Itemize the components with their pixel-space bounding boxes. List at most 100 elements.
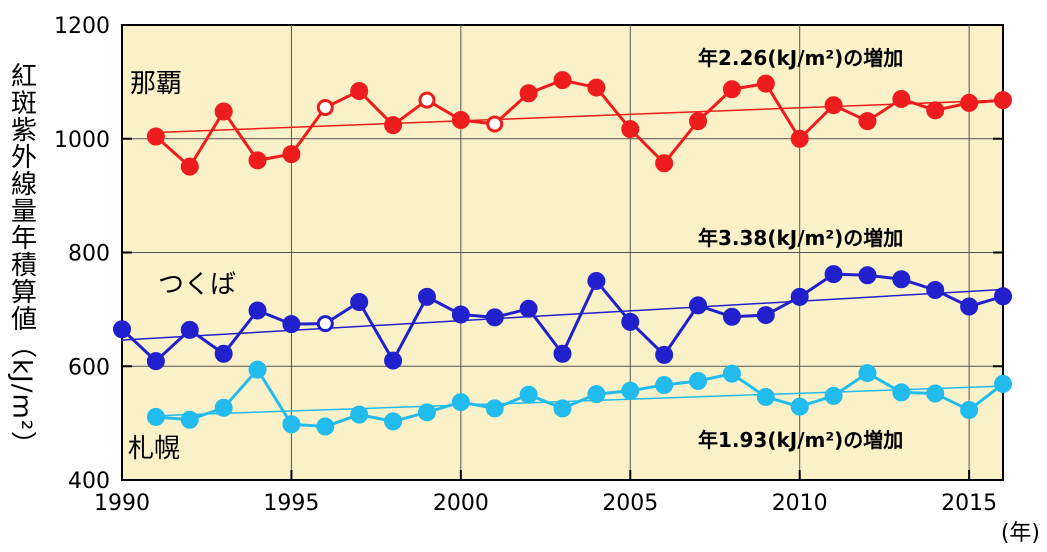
x-tick-label: 2005 (602, 491, 658, 516)
data-point (587, 385, 606, 404)
data-point (960, 297, 979, 316)
data-point (858, 112, 877, 131)
data-point (926, 101, 945, 120)
data-point (824, 96, 843, 115)
data-point (316, 315, 334, 333)
data-point (350, 405, 369, 424)
data-point (384, 412, 403, 431)
data-point (790, 129, 809, 148)
data-point (350, 292, 369, 311)
y-tick-label: 600 (68, 355, 110, 380)
data-point (926, 281, 945, 300)
trend-annotation: 年3.38(kJ/m²)の増加 (698, 226, 903, 250)
data-point (621, 120, 640, 139)
data-point (451, 305, 470, 324)
data-point (892, 270, 911, 289)
data-point (214, 398, 233, 417)
data-point (519, 299, 538, 318)
series-name-label: つくば (158, 270, 236, 300)
trend-annotation: 年1.93(kJ/m²)の増加 (698, 428, 903, 452)
data-point (553, 71, 572, 90)
series-name-label: 那覇 (130, 69, 182, 99)
data-point (655, 376, 674, 395)
data-point (655, 154, 674, 173)
data-point (146, 407, 165, 426)
data-point (248, 301, 267, 320)
data-point (722, 80, 741, 99)
data-point (451, 110, 470, 129)
data-point (180, 410, 199, 429)
data-point (180, 320, 199, 339)
x-tick-label: 2010 (772, 491, 828, 516)
data-point (756, 387, 775, 406)
data-point (790, 397, 809, 416)
data-point (486, 115, 504, 133)
data-point (113, 320, 131, 339)
data-point (316, 417, 335, 436)
data-point (553, 399, 572, 418)
y-tick-label: 400 (68, 469, 110, 494)
data-point (417, 403, 436, 422)
data-point (790, 287, 809, 306)
x-tick-label: 2015 (941, 491, 997, 516)
data-point (689, 112, 708, 131)
data-point (451, 393, 470, 412)
data-point (587, 271, 606, 290)
data-point (417, 287, 436, 306)
data-point (248, 360, 267, 379)
y-tick-label: 1000 (54, 128, 110, 153)
data-point (655, 345, 674, 364)
x-tick-label: 1990 (94, 491, 150, 516)
data-point (587, 78, 606, 97)
data-point (214, 102, 233, 121)
trend-annotation: 年2.26(kJ/m²)の増加 (698, 46, 903, 70)
data-point (689, 372, 708, 391)
data-point (858, 266, 877, 285)
y-axis-label-wrap: 紅斑紫外線量年積算値（kJ/m²） (4, 40, 40, 480)
x-tick-label: 1995 (263, 491, 319, 516)
data-point (146, 127, 165, 146)
data-point (824, 386, 843, 405)
data-point (756, 306, 775, 325)
trend-line (155, 99, 1004, 134)
data-point (858, 364, 877, 383)
data-point (621, 381, 640, 400)
axis-ticks: 400 600 800 1000 1200 1990 1995 2000 2005 2010 201… (54, 14, 1003, 516)
data-point (350, 81, 369, 100)
data-point (282, 415, 301, 434)
data-point (689, 296, 708, 315)
data-point (960, 93, 979, 112)
data-point (519, 385, 538, 404)
data-point (282, 145, 301, 164)
data-point (519, 84, 538, 103)
data-point (248, 151, 267, 170)
data-point (485, 308, 504, 327)
data-point (722, 364, 741, 383)
y-tick-label: 800 (68, 242, 110, 267)
data-point (384, 351, 403, 370)
data-point (892, 383, 911, 402)
data-points (113, 71, 1012, 436)
data-point (926, 384, 945, 403)
data-point (316, 98, 334, 116)
y-tick-label: 1200 (54, 14, 110, 39)
data-point (180, 157, 199, 176)
series-name-label: 札幌 (128, 434, 180, 464)
data-point (824, 265, 843, 284)
data-point (722, 307, 741, 326)
data-point (553, 344, 572, 363)
data-point (994, 287, 1012, 306)
trend-line (121, 288, 1004, 341)
data-point (282, 315, 301, 334)
x-tick-label: 2000 (433, 491, 489, 516)
data-point (214, 344, 233, 363)
data-point (994, 91, 1012, 110)
x-axis-unit: (年) (1001, 521, 1040, 546)
data-point (756, 74, 775, 93)
data-point (418, 91, 436, 109)
data-point (994, 374, 1012, 393)
data-point (960, 401, 979, 420)
data-point (621, 312, 640, 331)
data-point (146, 352, 165, 371)
